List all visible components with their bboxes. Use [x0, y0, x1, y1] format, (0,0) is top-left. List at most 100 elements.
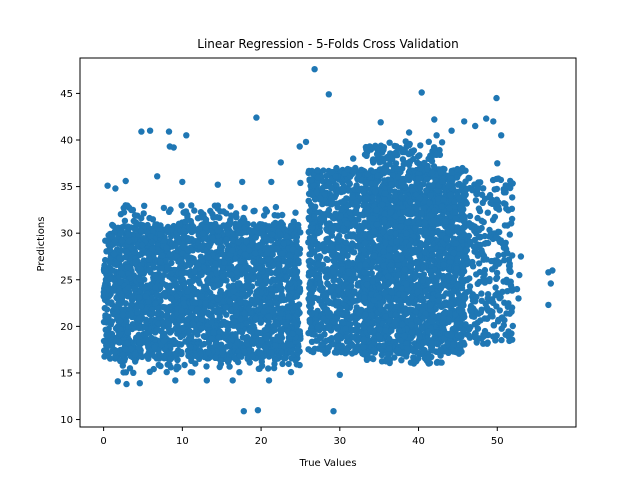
data-point — [420, 271, 428, 278]
data-point — [314, 167, 321, 174]
data-point — [311, 331, 318, 338]
data-point — [226, 341, 233, 349]
data-point — [198, 325, 205, 332]
data-point — [263, 325, 271, 333]
data-point — [247, 288, 254, 295]
data-point — [351, 288, 358, 295]
data-point — [308, 310, 315, 318]
data-point — [160, 337, 168, 345]
data-point — [242, 299, 250, 306]
data-point — [305, 228, 312, 236]
data-point — [148, 334, 155, 342]
data-point — [105, 332, 112, 339]
data-point — [197, 253, 205, 260]
data-point — [256, 277, 263, 284]
data-point — [226, 218, 234, 226]
data-point — [157, 297, 164, 305]
data-point — [245, 305, 253, 313]
data-point — [263, 276, 270, 284]
data-point — [185, 335, 193, 342]
data-point — [124, 264, 131, 271]
data-point — [102, 256, 109, 264]
data-point — [140, 210, 147, 217]
data-point — [172, 339, 180, 346]
data-point — [195, 261, 202, 268]
data-point — [222, 304, 230, 311]
data-point — [123, 318, 130, 325]
data-point — [147, 233, 154, 240]
data-point — [210, 214, 217, 221]
data-point — [279, 250, 286, 257]
data-point — [346, 209, 354, 216]
data-point — [262, 206, 269, 213]
data-point — [236, 369, 243, 376]
data-point — [316, 253, 323, 260]
data-point — [166, 251, 174, 258]
data-point — [234, 358, 242, 366]
data-point — [215, 281, 222, 289]
data-point — [278, 296, 285, 303]
data-point — [195, 278, 202, 285]
data-point — [187, 313, 194, 320]
data-point — [198, 271, 205, 278]
data-point — [287, 368, 295, 376]
data-point — [163, 244, 170, 252]
data-point — [330, 318, 338, 326]
data-point — [349, 240, 356, 247]
data-point — [283, 233, 290, 240]
data-point — [136, 339, 143, 346]
data-point — [157, 231, 164, 238]
data-point — [192, 360, 199, 367]
data-point — [178, 270, 185, 277]
data-point — [116, 317, 124, 325]
data-point — [265, 365, 272, 372]
data-point — [305, 197, 312, 204]
data-point — [225, 283, 232, 290]
data-point — [127, 310, 135, 318]
data-point — [117, 230, 124, 237]
data-point — [233, 268, 240, 276]
data-point — [260, 212, 268, 219]
data-point — [323, 318, 330, 325]
data-point — [454, 165, 461, 173]
data-point — [154, 326, 161, 334]
data-point — [111, 237, 119, 245]
data-point — [133, 304, 141, 312]
data-point — [192, 299, 199, 306]
data-point — [178, 348, 185, 356]
data-point — [293, 237, 300, 244]
data-point — [217, 244, 224, 251]
data-point — [294, 346, 301, 353]
data-point — [190, 321, 197, 328]
data-point — [219, 273, 226, 280]
data-point — [132, 358, 139, 365]
data-point — [143, 318, 150, 326]
data-point — [124, 329, 131, 336]
data-point — [328, 243, 335, 250]
data-point — [164, 361, 171, 368]
data-point — [232, 331, 239, 338]
data-point — [101, 262, 108, 269]
data-point — [286, 280, 294, 287]
data-point — [348, 342, 355, 349]
data-point — [119, 311, 127, 319]
data-point — [270, 262, 277, 269]
data-point — [342, 325, 349, 332]
data-point — [151, 353, 158, 360]
data-point — [110, 250, 118, 258]
data-point — [131, 285, 138, 292]
data-point — [177, 257, 184, 264]
data-point — [269, 231, 276, 238]
data-point — [136, 294, 143, 301]
data-point — [252, 234, 259, 241]
data-point — [250, 258, 257, 266]
data-point — [273, 294, 280, 301]
data-point — [274, 268, 281, 275]
data-point — [254, 329, 261, 336]
data-point — [216, 314, 223, 322]
data-point — [286, 341, 294, 348]
data-point — [283, 274, 291, 281]
data-point — [183, 253, 190, 260]
data-point — [268, 244, 276, 251]
data-point — [240, 218, 248, 225]
